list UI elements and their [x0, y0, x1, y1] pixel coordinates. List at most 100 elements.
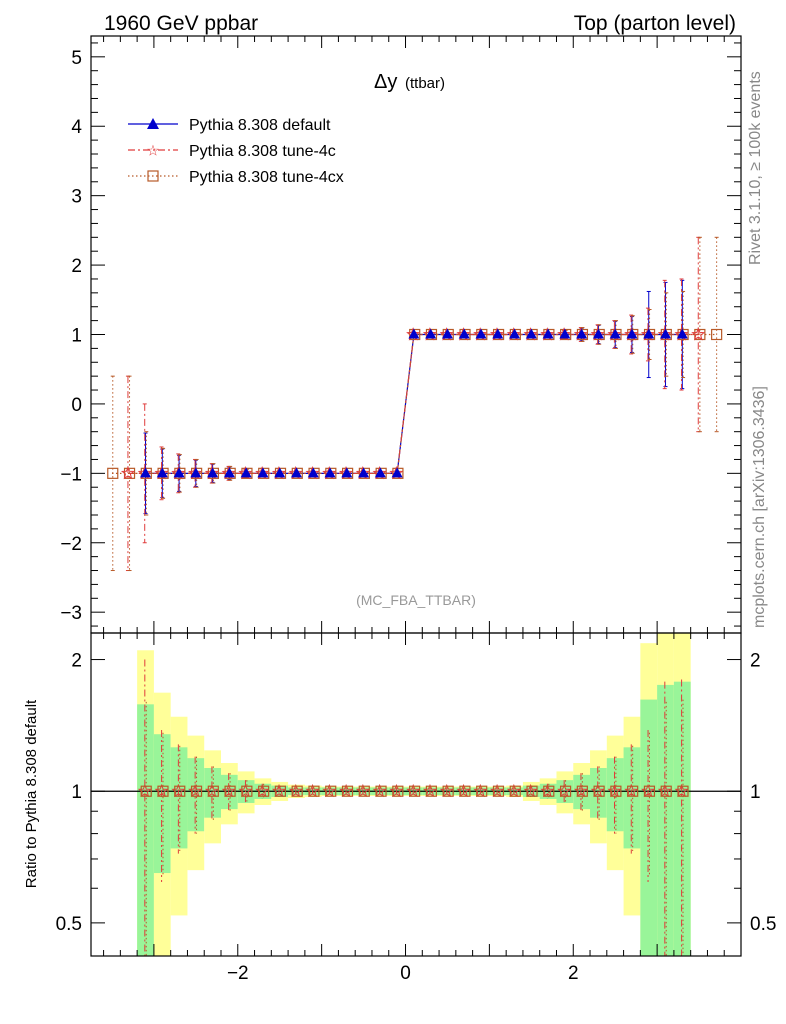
ratio-marker — [476, 785, 488, 797]
data-marker — [324, 467, 336, 478]
ratio-marker — [157, 785, 169, 797]
legend-entry-default: Pythia 8.308 default — [128, 117, 331, 134]
band-inner — [153, 734, 171, 874]
ratio-marker — [677, 785, 689, 797]
ratio-marker — [557, 783, 572, 798]
ratio-marker — [325, 785, 337, 797]
series-line — [111, 333, 716, 474]
data-marker — [374, 467, 386, 478]
band-inner — [657, 684, 674, 956]
data-marker — [525, 328, 537, 339]
data-marker — [676, 328, 688, 339]
data-marker — [660, 328, 672, 339]
ratio-marker — [255, 783, 270, 798]
legend-entry-tune4cx: Pythia 8.308 tune-4cx — [128, 169, 344, 186]
series-line — [128, 333, 700, 474]
band-inner — [673, 681, 691, 956]
ratio-marker — [627, 785, 639, 797]
ratio-marker — [375, 785, 387, 797]
main-title-sub: (ttbar) — [405, 75, 445, 92]
data-marker — [626, 328, 638, 339]
y-tick-label: −3 — [60, 603, 82, 624]
ratio-y-axis-label: Ratio to Pythia 8.308 default — [23, 699, 40, 888]
ratio-marker — [473, 783, 488, 798]
ratio-marker — [409, 785, 421, 797]
ratio-marker — [392, 785, 404, 797]
ratio-marker — [425, 785, 437, 797]
data-marker — [691, 327, 706, 341]
data-marker — [492, 328, 504, 339]
header-left: 1960 GeV ppbar — [104, 12, 258, 35]
axes: −2 0 2 −3 −2 −1 0 1 2 3 4 5 0.5 0.5 1 1 2 2 — [56, 35, 776, 984]
ratio-y-tick-label-right: 1 — [750, 782, 761, 803]
ratio-marker — [171, 783, 186, 798]
ratio-marker — [358, 785, 370, 797]
x-tick-label: 0 — [400, 963, 411, 984]
x-tick-label: −2 — [227, 963, 249, 984]
ratio-marker — [509, 785, 521, 797]
data-marker — [120, 465, 135, 480]
data-marker — [107, 467, 119, 479]
ratio-marker — [624, 783, 639, 798]
header-right: Top (parton level) — [574, 12, 736, 35]
series-line — [145, 333, 683, 474]
x-tick-label: 2 — [568, 963, 579, 984]
ratio-marker — [207, 785, 219, 797]
mcplots-label: mcplots.cern.ch [arXiv:1306.3436] — [751, 386, 768, 628]
ratio-marker — [288, 783, 303, 798]
ratio-marker — [174, 785, 186, 797]
analysis-label: (MC_FBA_TTBAR) — [356, 592, 476, 608]
data-marker — [441, 328, 453, 339]
data-marker — [458, 328, 470, 339]
legend-label-default: Pythia 8.308 default — [189, 117, 331, 134]
ratio-marker — [660, 785, 672, 797]
ratio-y-tick-label-right: 0.5 — [750, 914, 776, 935]
ratio-marker — [590, 783, 605, 798]
ratio-y-tick-label: 0.5 — [56, 914, 82, 935]
ratio-marker — [204, 783, 219, 798]
ratio-marker — [140, 785, 152, 797]
ratio-y-tick-label-right: 2 — [750, 651, 761, 672]
data-marker — [274, 467, 286, 478]
y-tick-label: 4 — [71, 117, 82, 138]
legend-label-tune4cx: Pythia 8.308 tune-4cx — [189, 169, 344, 186]
main-series — [107, 236, 723, 572]
ratio-marker — [610, 785, 622, 797]
ratio-marker — [543, 785, 555, 797]
ratio-marker — [274, 785, 287, 797]
data-marker — [190, 467, 202, 478]
ratio-marker — [238, 783, 253, 798]
ratio-marker — [241, 785, 253, 797]
ratio-marker — [573, 783, 588, 798]
ratio-marker — [224, 785, 236, 797]
data-marker — [576, 328, 588, 339]
data-marker — [592, 328, 604, 339]
ratio-marker — [355, 783, 370, 798]
main-title-symbol: Δy — [374, 71, 397, 93]
ratio-marker — [258, 785, 270, 797]
ratio-marker — [389, 783, 404, 798]
legend: Pythia 8.308 default ☆ Pythia 8.308 tune… — [128, 117, 344, 186]
data-marker — [257, 467, 269, 478]
data-marker — [408, 328, 420, 339]
ratio-marker — [422, 783, 437, 798]
data-marker — [307, 467, 319, 478]
ratio-marker — [456, 783, 471, 798]
ratio-marker — [523, 783, 538, 798]
rivet-version-label: Rivet 3.1.10, ≥ 100k events — [747, 71, 764, 265]
band-inner — [590, 767, 607, 818]
data-marker — [240, 467, 252, 478]
ratio-marker — [271, 783, 287, 798]
ratio-marker — [339, 783, 354, 798]
ratio-marker — [576, 785, 588, 797]
ratio-marker — [188, 783, 203, 798]
ratio-marker — [657, 783, 672, 798]
data-marker — [643, 328, 655, 339]
ratio-marker — [593, 785, 605, 797]
ratio-marker — [305, 783, 320, 798]
ratio-marker — [190, 785, 203, 797]
band-inner — [573, 774, 591, 810]
data-marker — [358, 467, 370, 478]
data-marker — [559, 328, 571, 339]
